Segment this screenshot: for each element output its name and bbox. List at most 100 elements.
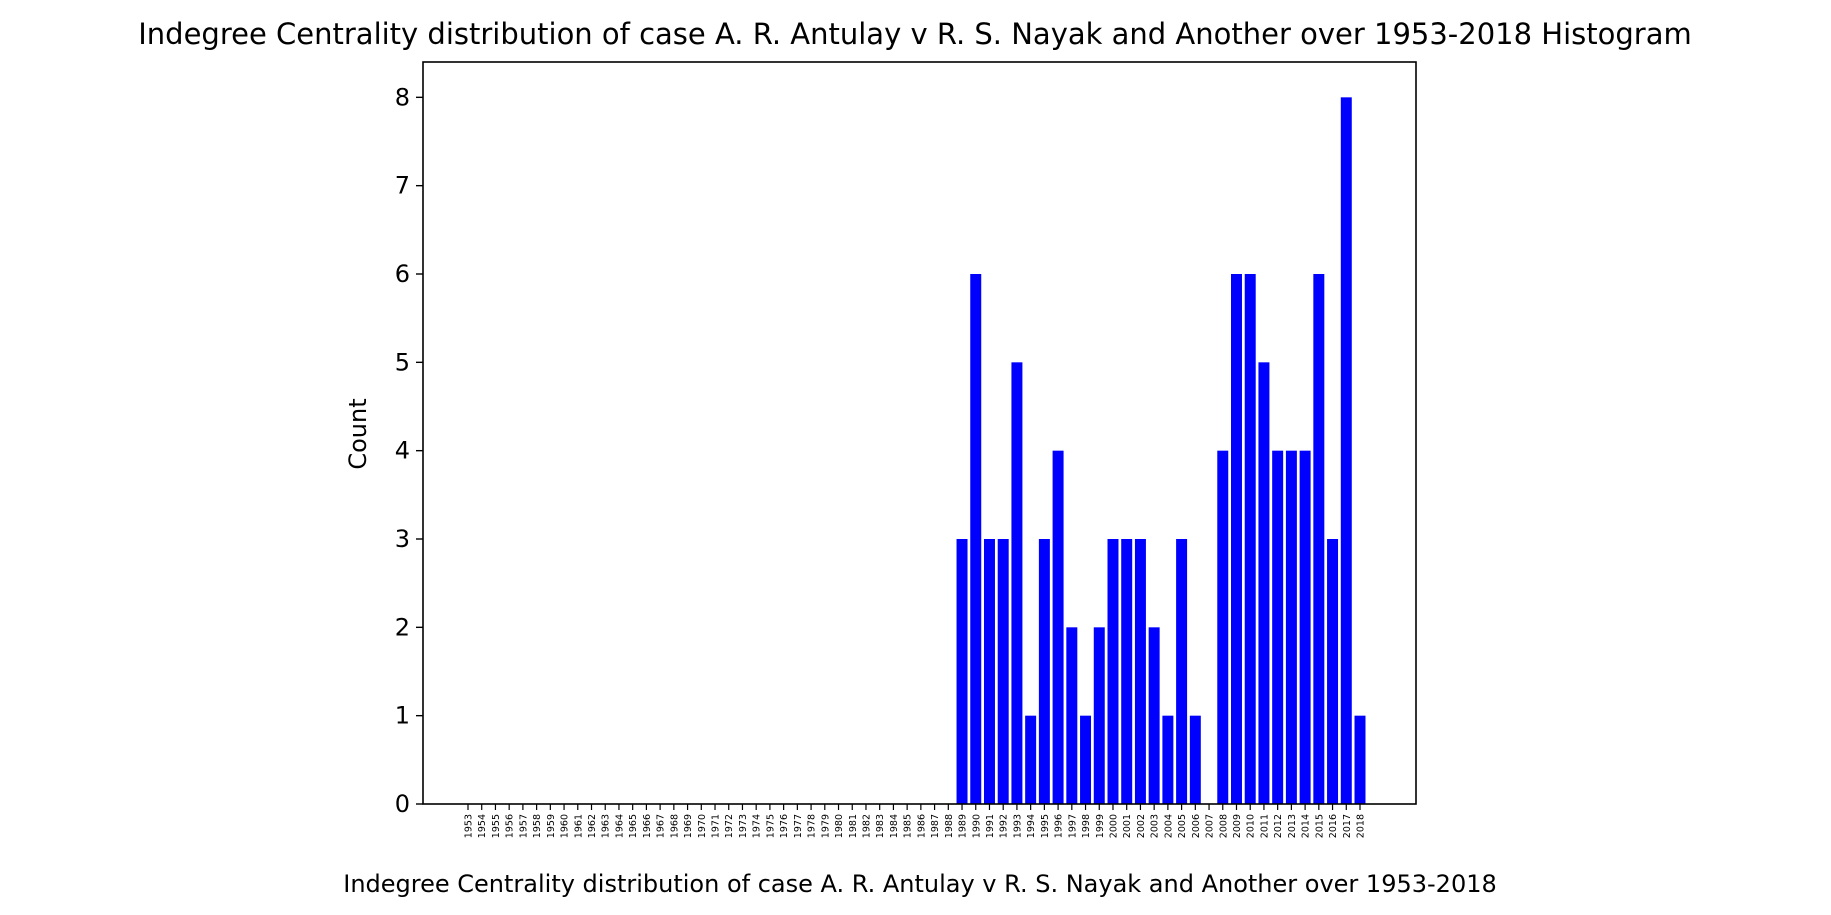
x-tick-label: 2006 [1191, 814, 1202, 838]
x-tick-label: 1966 [642, 814, 653, 838]
y-tick-label: 1 [395, 702, 410, 730]
x-tick-label: 1969 [683, 814, 694, 838]
chart-title: Indegree Centrality distribution of case… [138, 17, 1691, 51]
y-tick-label: 6 [395, 260, 410, 288]
x-axis-label: Indegree Centrality distribution of case… [343, 870, 1497, 898]
x-tick-label: 1983 [875, 814, 886, 838]
x-tick-label: 1960 [560, 814, 571, 838]
x-tick-label: 2010 [1246, 814, 1257, 838]
x-tick-label: 1989 [958, 814, 969, 838]
x-tick-label: 2001 [1122, 814, 1133, 838]
x-tick-label: 1970 [697, 814, 708, 838]
x-tick-label: 1996 [1054, 814, 1065, 838]
bar-2018 [1354, 715, 1366, 804]
y-tick-label: 8 [395, 83, 410, 111]
bar-2013 [1285, 450, 1297, 804]
x-tick-label: 2014 [1301, 814, 1312, 838]
bar-2016 [1327, 539, 1339, 804]
x-tick-label: 2003 [1150, 814, 1161, 838]
x-tick-label: 2000 [1108, 814, 1119, 838]
x-tick-label: 1978 [807, 814, 818, 838]
y-axis: 0 1 2 3 4 5 6 7 8 [395, 83, 423, 818]
x-tick-label: 1999 [1095, 814, 1106, 838]
x-tick-label: 2005 [1177, 814, 1188, 838]
x-tick-label: 1990 [971, 814, 982, 838]
x-tick-label: 2007 [1205, 814, 1216, 838]
x-tick-label: 1991 [985, 814, 996, 838]
x-tick-label: 2013 [1287, 814, 1298, 838]
x-tick-label: 1979 [820, 814, 831, 838]
x-tick-label: 2011 [1259, 814, 1270, 838]
x-tick-label: 1957 [518, 814, 529, 838]
bar-2002 [1134, 539, 1146, 804]
y-axis-label: Count [344, 398, 372, 469]
bar-2010 [1244, 274, 1256, 804]
x-tick-label: 2002 [1136, 814, 1147, 838]
x-tick-label: 1954 [477, 814, 488, 838]
x-tick-label: 1995 [1040, 814, 1051, 838]
x-tick-label: 1997 [1067, 814, 1078, 838]
x-tick-label: 1987 [930, 814, 941, 838]
bar-1997 [1066, 627, 1078, 804]
bar-1998 [1080, 715, 1092, 804]
x-tick-label: 1968 [669, 814, 680, 838]
x-tick-label: 1974 [752, 814, 763, 838]
bar-2008 [1217, 450, 1229, 804]
x-tick-label: 1981 [848, 814, 859, 838]
x-tick-label: 1977 [793, 814, 804, 838]
y-tick-label: 3 [395, 525, 410, 553]
bar-1990 [970, 274, 982, 804]
plot-frame [422, 61, 1417, 805]
x-tick-label: 2017 [1342, 814, 1353, 838]
y-tick-label: 4 [395, 437, 410, 465]
x-tick-label: 1965 [628, 814, 639, 838]
x-tick-label: 1958 [532, 814, 543, 838]
x-tick-label: 1993 [1012, 814, 1023, 838]
bar-1995 [1038, 539, 1050, 804]
x-tick-label: 1994 [1026, 814, 1037, 838]
x-tick-label: 1973 [738, 814, 749, 838]
bar-2000 [1107, 539, 1119, 804]
bar-2001 [1121, 539, 1133, 804]
bar-1993 [1011, 362, 1023, 804]
x-tick-label: 1967 [656, 814, 667, 838]
x-tick-label: 2004 [1163, 814, 1174, 838]
y-tick-label: 0 [395, 790, 410, 818]
x-tick-label: 1964 [614, 814, 625, 838]
x-tick-label: 1971 [711, 814, 722, 838]
x-tick-label: 1982 [861, 814, 872, 838]
bar-2014 [1299, 450, 1311, 804]
bar-2017 [1340, 97, 1352, 804]
x-tick-label: 1984 [889, 814, 900, 838]
bar-2004 [1162, 715, 1174, 804]
x-tick-label: 1980 [834, 814, 845, 838]
bar-2012 [1272, 450, 1284, 804]
bar-1992 [997, 539, 1009, 804]
x-tick-label: 2016 [1328, 814, 1339, 838]
bar-1999 [1093, 627, 1105, 804]
x-tick-label: 1985 [903, 814, 914, 838]
x-tick-label: 1998 [1081, 814, 1092, 838]
bar-2011 [1258, 362, 1270, 804]
bar-1991 [983, 539, 995, 804]
x-tick-label: 2015 [1314, 814, 1325, 838]
x-tick-label: 1953 [464, 814, 475, 838]
x-tick-label: 2018 [1356, 814, 1367, 838]
x-tick-label: 1963 [601, 814, 612, 838]
x-tick-label: 1959 [546, 814, 557, 838]
bar-2006 [1189, 715, 1201, 804]
y-tick-label: 5 [395, 348, 410, 376]
x-tick-label: 2008 [1218, 814, 1229, 838]
x-tick-label: 1962 [587, 814, 598, 838]
x-tick-label: 2012 [1273, 814, 1284, 838]
x-tick-label: 1955 [491, 814, 502, 838]
x-tick-label: 1961 [573, 814, 584, 838]
x-tick-label: 1956 [505, 814, 516, 838]
bar-1996 [1052, 450, 1064, 804]
bar-2005 [1176, 539, 1188, 804]
x-tick-label: 2009 [1232, 814, 1243, 838]
bars-group [956, 97, 1366, 804]
x-axis: 1953 1954 1955 1956 1957 1958 1959 1960 1961 1962… [464, 804, 1367, 838]
bar-1994 [1025, 715, 1037, 804]
